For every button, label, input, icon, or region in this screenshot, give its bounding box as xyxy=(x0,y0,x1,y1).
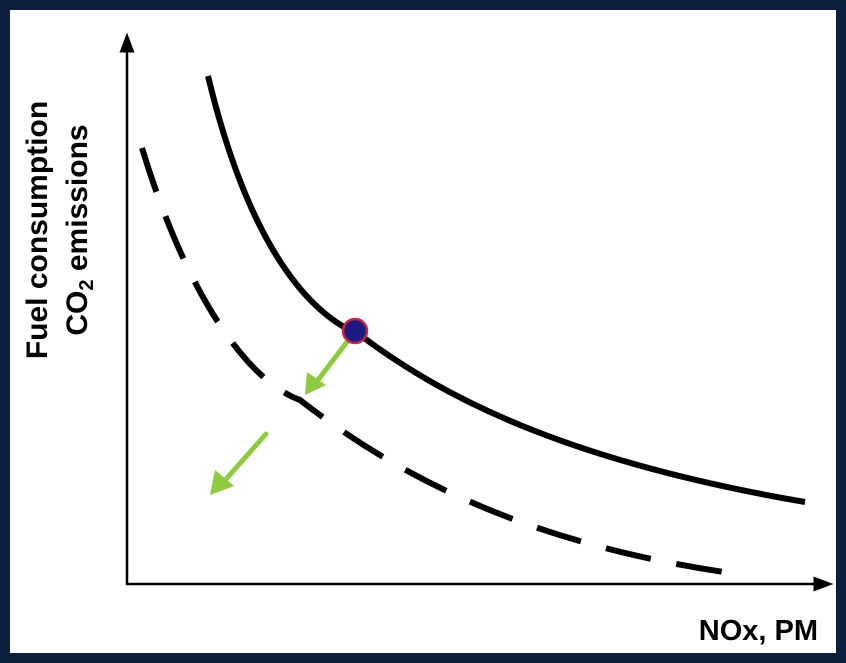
x-axis-label: NOx, PM xyxy=(698,615,818,647)
y-axis-label: Fuel consumption CO2 emissions xyxy=(18,40,118,420)
improvement-arrow-2 xyxy=(210,431,269,495)
solid-tradeoff-curve xyxy=(205,75,806,505)
diagram-canvas: Fuel consumption CO2 emissions NOx, PM xyxy=(10,10,836,653)
y-axis-label-line-1: Fuel consumption xyxy=(21,100,54,360)
dashed-tradeoff-curve xyxy=(139,147,746,578)
improvement-arrow-1 xyxy=(305,335,353,395)
y-axis-label-line-2: CO2 emissions xyxy=(61,124,98,336)
operating-point xyxy=(341,317,369,345)
